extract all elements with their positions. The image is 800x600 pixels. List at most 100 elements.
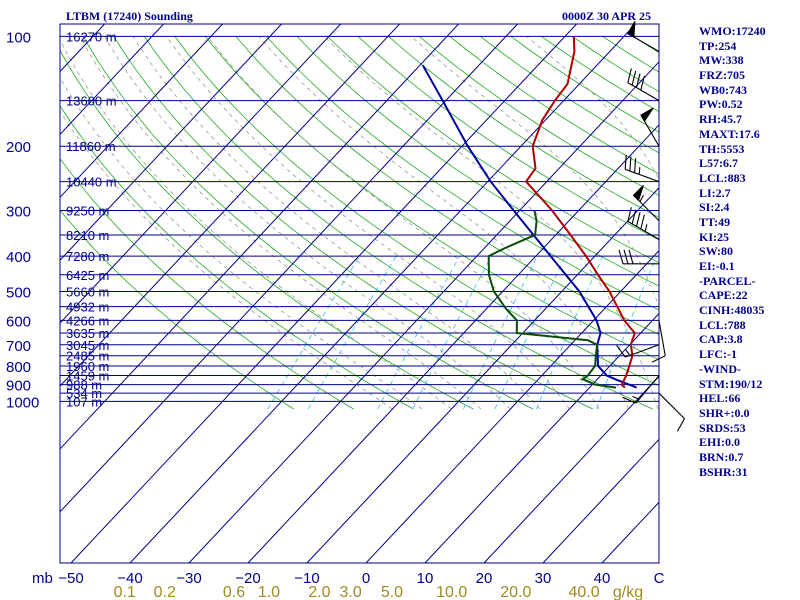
isotherm — [129, 24, 636, 563]
wind-staff — [658, 320, 666, 356]
height-label: 1960 m — [66, 359, 109, 374]
isotherm — [60, 24, 223, 199]
wind-half-barb — [625, 349, 631, 356]
wind-full-barb — [623, 249, 629, 264]
axis-unit-c: C — [654, 570, 665, 587]
pressure-label: 1000 — [6, 394, 39, 411]
height-label: 6425 m — [66, 268, 109, 283]
wind-barb — [627, 21, 660, 52]
wind-barb — [632, 184, 660, 222]
isotherm — [247, 124, 659, 563]
mixing-ratio-label: 2.0 — [308, 584, 330, 600]
sounding-time: 0000Z 30 APR 25 — [562, 9, 652, 23]
wind-full-barb — [627, 68, 632, 83]
pressure-label: 800 — [6, 359, 31, 376]
mixing-ratio-line — [377, 255, 460, 410]
axis-unit-mb: mb — [32, 570, 53, 587]
wind-barb — [624, 154, 660, 183]
wind-full-barb — [631, 209, 637, 225]
height-label: 3635 m — [66, 326, 109, 341]
mixing-unit: g/kg — [613, 584, 643, 600]
pressure-label: 500 — [6, 284, 31, 301]
station-title: LTBM (17240) Sounding — [66, 9, 193, 23]
plot-area — [60, 24, 659, 563]
indices-panel: WMO:17240 TP:254 MW:338 FRZ:705 WB0:743 PW:0.… — [699, 24, 766, 479]
temperature-tick: −10 — [294, 570, 319, 587]
pressure-label: 400 — [6, 249, 31, 266]
height-label: 534 m — [66, 386, 102, 401]
index-item: WMO:17240 — [699, 24, 766, 38]
dry-adiabat — [266, 36, 659, 311]
wind-staff — [624, 168, 660, 183]
dry-adiabat — [204, 36, 659, 361]
isotherm — [542, 438, 659, 563]
moist-adiabat — [79, 36, 482, 410]
index-item: TP:254 — [699, 38, 737, 53]
height-label: 5660 m — [66, 284, 109, 299]
index-item: CINH:48035 — [699, 303, 765, 318]
temperature-trace — [524, 36, 636, 389]
dry-adiabat — [327, 36, 659, 264]
height-label: 4266 m — [66, 313, 109, 328]
mixing-ratio-line — [412, 255, 492, 410]
wind-pennant — [627, 21, 636, 38]
height-label: 3045 m — [66, 338, 109, 353]
temperature-tick: −20 — [235, 570, 260, 587]
dry-adiabat — [388, 36, 659, 218]
isotherm — [70, 24, 577, 563]
dry-adiabat — [60, 157, 354, 410]
wind-barb — [627, 68, 660, 102]
wind-full-barb — [651, 355, 666, 363]
index-item: -WIND- — [699, 361, 741, 376]
dry-adiabat — [357, 36, 659, 241]
wind-staff — [627, 220, 660, 240]
index-item: PW:0.52 — [699, 97, 743, 112]
isotherm — [306, 187, 659, 563]
wind-barbs — [616, 21, 685, 432]
mixing-ratio-line — [267, 255, 360, 410]
height-label: 107 m — [66, 394, 102, 409]
dry-adiabat — [113, 36, 594, 410]
height-label: 8210 m — [66, 228, 109, 243]
wind-staff — [624, 344, 660, 358]
moist-adiabat — [207, 36, 600, 410]
pressure-label: 100 — [6, 29, 31, 46]
index-item: TH:5553 — [699, 141, 745, 156]
temperature-tick: −40 — [117, 570, 142, 587]
index-item: SHR+:0.0 — [699, 405, 750, 420]
wind-full-barb — [622, 396, 637, 404]
wind-half-barb — [632, 395, 640, 400]
height-label: 9250 m — [66, 204, 109, 219]
wind-full-barb — [616, 344, 626, 358]
wind-half-barb — [639, 195, 644, 202]
wind-staff — [627, 82, 660, 102]
isotherm — [424, 312, 659, 563]
pressure-label: 300 — [6, 204, 31, 221]
wind-full-barb — [627, 207, 632, 222]
wind-pennant — [640, 107, 654, 123]
wind-full-barb — [624, 154, 627, 170]
index-item: CAP:3.8 — [699, 332, 743, 347]
index-item: CAPE:22 — [699, 288, 748, 303]
wind-full-barb — [634, 158, 637, 173]
index-item: -PARCEL- — [699, 273, 756, 288]
index-item: LCL:883 — [699, 170, 746, 185]
isotherm — [60, 24, 400, 387]
moist-adiabat — [258, 36, 629, 410]
isotherm — [60, 24, 164, 136]
height-label: 11860 m — [66, 139, 116, 154]
mixing-ratio-label: 10.0 — [436, 584, 467, 600]
height-label: 10440 m — [66, 175, 117, 190]
wind-full-barb — [629, 156, 632, 172]
index-item: RH:45.7 — [699, 112, 742, 127]
height-label: 13600 m — [66, 94, 117, 109]
wind-barb — [651, 320, 666, 363]
mixing-ratio-label: 0.6 — [223, 584, 245, 600]
wind-full-barb — [635, 73, 641, 88]
temperature-tick: −50 — [58, 570, 83, 587]
mixing-ratio-label: 5.0 — [381, 584, 403, 600]
moist-adiabat — [60, 110, 393, 410]
index-item: HEL:66 — [699, 391, 741, 406]
index-item: MAXT:17.6 — [699, 126, 760, 141]
